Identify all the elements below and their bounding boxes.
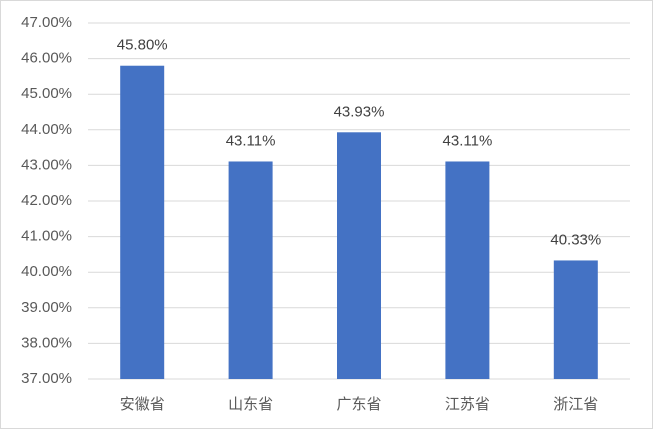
y-tick-label: 42.00% [21, 192, 72, 209]
bar [553, 260, 598, 379]
data-label: 43.11% [443, 132, 493, 149]
bar [120, 65, 165, 379]
y-tick-label: 37.00% [21, 370, 72, 387]
y-tick-label: 46.00% [21, 50, 72, 67]
x-tick-label: 山东省 [228, 396, 273, 413]
data-label: 43.93% [334, 103, 385, 120]
bar [337, 132, 381, 379]
y-tick-label: 41.00% [21, 228, 72, 245]
bar [228, 161, 273, 379]
data-label: 45.80% [117, 37, 168, 54]
y-tick-label: 47.00% [21, 14, 72, 31]
y-tick-label: 43.00% [21, 156, 72, 173]
y-tick-label: 39.00% [21, 299, 72, 316]
data-label: 40.33% [550, 231, 601, 248]
x-tick-label: 广东省 [336, 396, 381, 413]
y-tick-label: 44.00% [21, 121, 72, 138]
y-tick-label: 38.00% [21, 334, 72, 351]
y-tick-label: 45.00% [21, 85, 72, 102]
data-label: 43.11% [226, 132, 276, 149]
y-tick-label: 40.00% [21, 263, 72, 280]
x-tick-label: 江苏省 [445, 396, 490, 413]
bar [445, 161, 490, 379]
x-tick-label: 安徽省 [120, 396, 165, 413]
x-tick-label: 浙江省 [553, 396, 598, 413]
